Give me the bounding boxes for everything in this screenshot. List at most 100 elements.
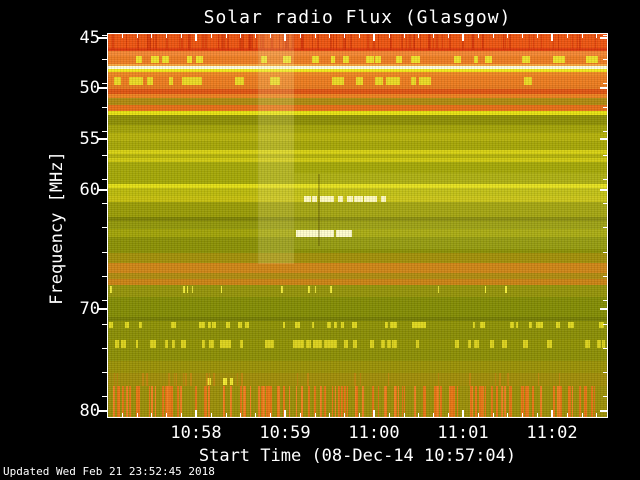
frequency-band: [108, 133, 607, 141]
speckle: [151, 386, 153, 417]
speckle: [229, 378, 234, 385]
frequency-band: [108, 66, 607, 69]
speckle: [397, 386, 400, 417]
frequency-band: [108, 188, 607, 196]
speckle: [330, 34, 333, 50]
speckle: [242, 34, 245, 50]
speckle: [600, 322, 604, 328]
speckle: [326, 322, 331, 328]
speckle: [362, 386, 364, 417]
x-minor-tick: [596, 413, 598, 418]
speckle: [220, 340, 225, 348]
speckle: [571, 34, 573, 50]
speckle: [355, 77, 364, 85]
speckle: [172, 340, 176, 348]
speckle: [186, 286, 189, 293]
speckle: [449, 386, 451, 417]
x-minor-tick: [596, 33, 598, 38]
speckle: [181, 340, 187, 348]
speckle: [481, 386, 483, 417]
frequency-band: [108, 263, 607, 273]
speckle: [125, 322, 129, 328]
speckle: [391, 77, 400, 85]
y-minor-tick: [102, 35, 107, 36]
speckle: [440, 386, 443, 417]
speckle: [472, 34, 475, 50]
speckle: [353, 340, 358, 348]
x-minor-tick: [522, 33, 524, 38]
speckle: [579, 386, 581, 417]
speckle: [197, 77, 202, 85]
x-minor-tick: [151, 413, 153, 418]
frequency-band: [108, 141, 607, 150]
x-major-tick: [551, 33, 553, 41]
speckle: [437, 373, 439, 386]
frequency-band: [108, 361, 607, 373]
x-minor-tick: [403, 413, 405, 418]
speckle: [523, 77, 532, 85]
speckle: [329, 286, 332, 293]
speckle: [367, 196, 374, 202]
speckle: [179, 386, 182, 417]
speckle: [298, 230, 308, 237]
speckle: [415, 340, 420, 348]
speckle: [263, 386, 265, 417]
x-tick-label: 11:01: [437, 423, 489, 443]
y-major-tick: [98, 138, 107, 140]
y-major-tick: [98, 189, 107, 191]
y-minor-tick: [102, 299, 107, 301]
x-minor-tick: [270, 33, 272, 38]
frequency-band: [108, 317, 607, 321]
speckle: [135, 386, 139, 417]
speckle: [411, 56, 420, 63]
speckle: [241, 34, 244, 50]
speckle: [243, 386, 246, 417]
speckle: [200, 322, 205, 328]
speckle: [162, 56, 169, 63]
speckle: [307, 230, 318, 237]
speckle: [389, 322, 395, 328]
speckle: [241, 373, 244, 386]
speckle: [287, 34, 289, 50]
speckle: [412, 322, 417, 328]
x-minor-tick: [225, 413, 227, 418]
speckle: [503, 386, 506, 417]
speckle: [293, 340, 299, 348]
speckle: [435, 34, 438, 50]
speckle: [473, 340, 478, 348]
speckle: [265, 386, 268, 417]
frequency-band: [108, 162, 607, 184]
speckle: [598, 322, 603, 328]
x-minor-tick: [448, 33, 450, 38]
speckle: [113, 386, 116, 417]
brightness-overlay: [318, 174, 320, 246]
speckle: [193, 77, 200, 85]
speckle: [295, 230, 300, 237]
speckle: [169, 386, 173, 417]
frequency-band: [108, 217, 607, 221]
y-minor-tick: [603, 299, 608, 301]
speckle: [166, 34, 168, 50]
frequency-band: [108, 51, 607, 56]
y-minor-tick: [603, 155, 608, 157]
speckle: [482, 34, 484, 50]
speckle: [321, 230, 326, 237]
frequency-band: [108, 150, 607, 154]
speckle: [373, 34, 376, 50]
x-minor-tick: [210, 413, 212, 418]
y-minor-tick: [603, 131, 608, 133]
x-minor-tick: [492, 33, 494, 38]
speckle: [265, 340, 271, 348]
speckle: [413, 34, 416, 50]
speckle: [312, 196, 317, 202]
x-minor-tick: [210, 33, 212, 38]
speckle: [522, 56, 529, 63]
speckle: [557, 386, 560, 417]
speckle: [175, 373, 178, 386]
speckle: [502, 34, 505, 50]
speckle: [510, 322, 514, 328]
speckle: [313, 340, 319, 348]
frequency-band: [108, 115, 607, 125]
brightness-overlay: [294, 173, 607, 249]
speckle: [596, 340, 602, 348]
